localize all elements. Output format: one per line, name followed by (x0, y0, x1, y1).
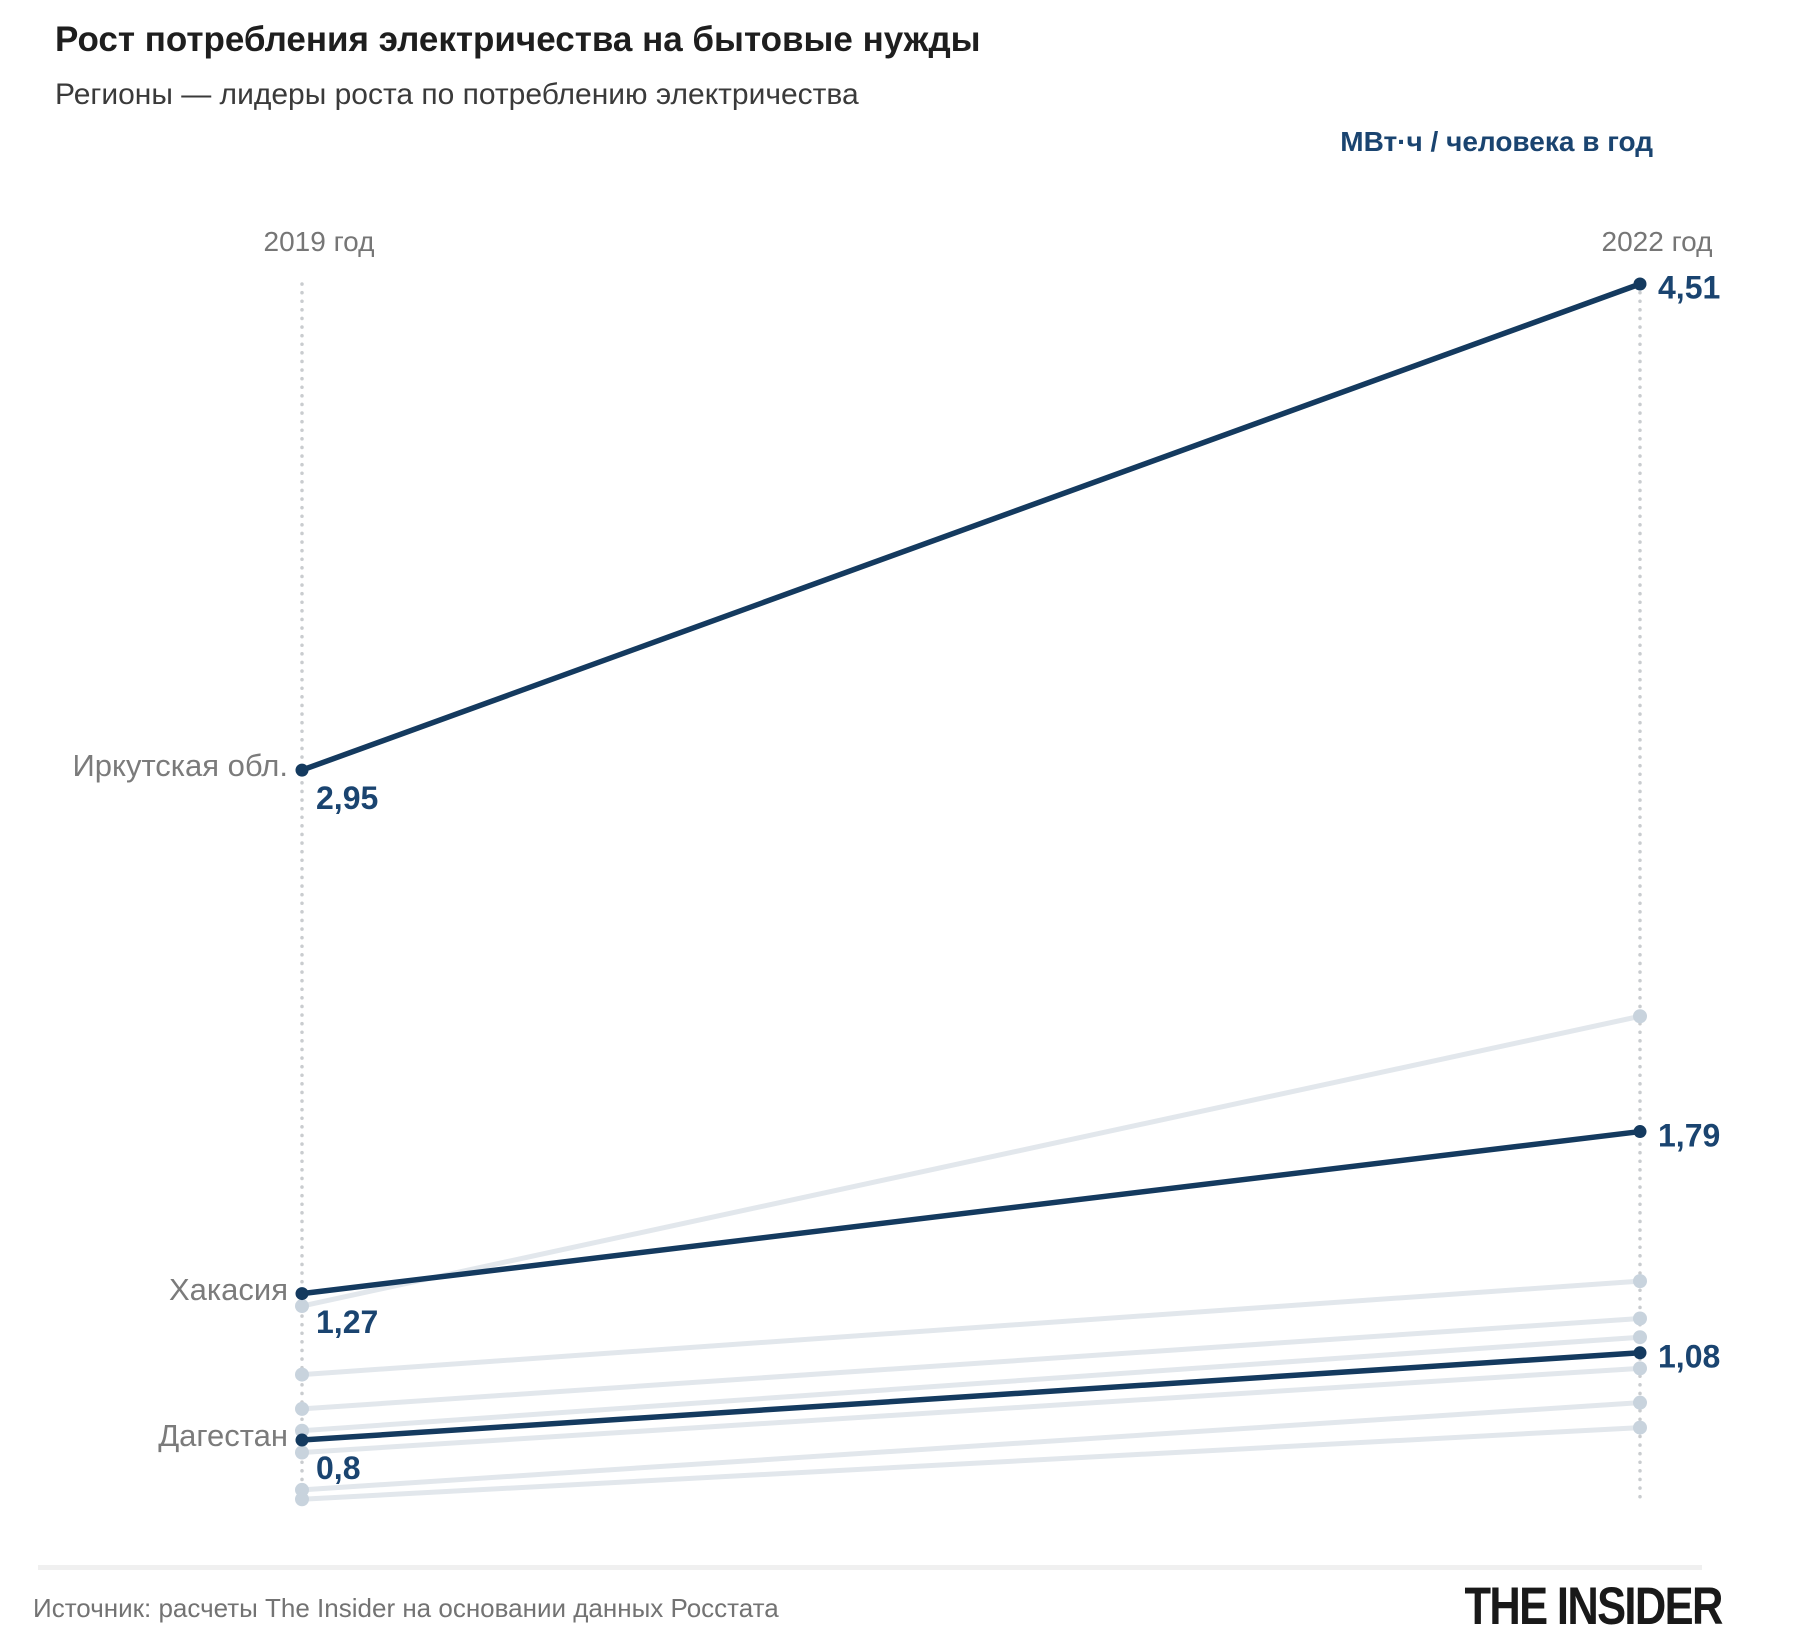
region-label: Иркутская обл. (72, 748, 288, 784)
chart-title: Рост потребления электричества на бытовы… (55, 20, 981, 59)
data-point-background (295, 1445, 309, 1460)
slope-line-highlighted-2 (301, 1350, 1641, 1443)
region-label: Дагестан (158, 1418, 288, 1454)
footer-divider (38, 1565, 1702, 1570)
chart-subtitle: Регионы — лидеры роста по потреблению эл… (55, 78, 859, 111)
data-point-background (295, 1401, 309, 1416)
data-point-background (1633, 1274, 1647, 1289)
data-point-background (1633, 1395, 1647, 1410)
slope-line-highlighted-1 (301, 1128, 1641, 1297)
slope-line-background-2 (301, 1316, 1641, 1412)
data-point-highlighted (1633, 1125, 1647, 1139)
value-label-2019: 2,95 (316, 780, 379, 817)
slope-line-background-6 (301, 1425, 1641, 1502)
slope-line-background-4 (301, 1365, 1641, 1455)
data-point-background (295, 1367, 309, 1382)
data-point-background (1633, 1330, 1647, 1345)
data-point-background (1633, 1311, 1647, 1326)
slope-line-highlighted-0 (301, 281, 1641, 773)
data-point-highlighted (295, 1433, 309, 1447)
source-note: Источник: расчеты The Insider на основан… (33, 1593, 779, 1623)
data-point-background (1633, 1420, 1647, 1435)
data-point-background (295, 1492, 309, 1507)
value-label-2019: 0,8 (316, 1450, 361, 1487)
slope-line-background-0 (301, 1013, 1641, 1309)
value-label-2022: 1,08 (1658, 1338, 1721, 1375)
slope-line-background-3 (301, 1334, 1641, 1434)
data-point-highlighted (1633, 1346, 1647, 1360)
data-point-background (1633, 1361, 1647, 1376)
data-point-highlighted (1633, 277, 1647, 291)
slope-line-background-1 (301, 1278, 1641, 1378)
data-point-highlighted (295, 1287, 309, 1301)
value-label-2022: 1,79 (1658, 1117, 1721, 1154)
value-label-2022: 4,51 (1658, 269, 1721, 306)
slope-line-background-5 (301, 1400, 1641, 1493)
axis-label-2019: 2019 год (263, 226, 375, 257)
data-point-background (1633, 1009, 1647, 1024)
data-point-highlighted (295, 763, 309, 777)
data-point-background (295, 1299, 309, 1314)
axis-label-2022: 2022 год (1601, 226, 1713, 257)
insider-logo: THE INSIDER (1464, 1577, 1724, 1636)
unit-label: МВт·ч / человека в год (1340, 126, 1653, 157)
region-label: Хакасия (168, 1271, 288, 1307)
data-point-background (295, 1423, 309, 1438)
value-label-2019: 1,27 (316, 1303, 379, 1340)
